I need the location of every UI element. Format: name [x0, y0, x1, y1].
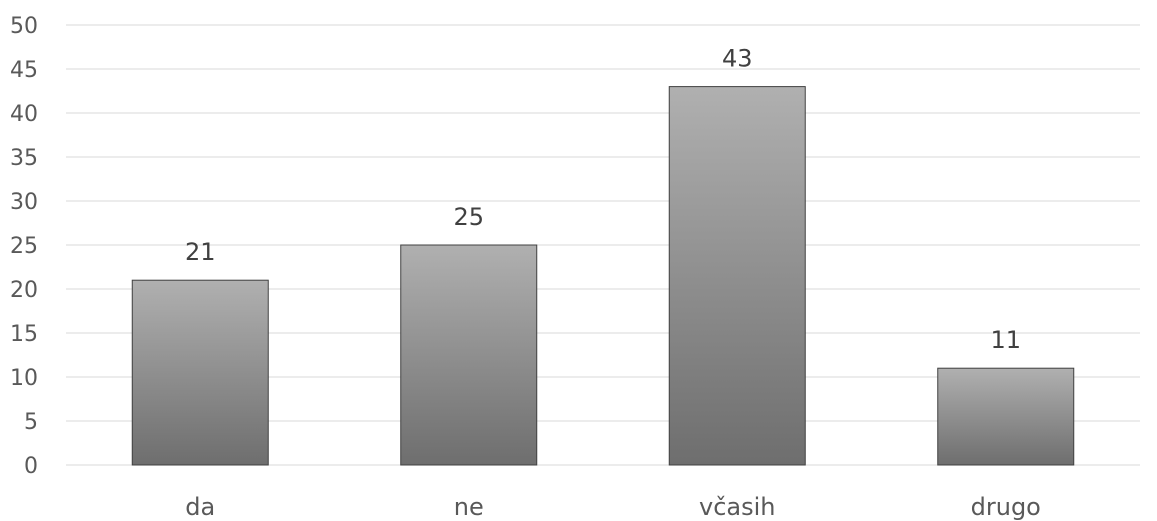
y-tick-label: 45 [10, 58, 38, 83]
category-label-da: da [185, 493, 215, 521]
data-labels: 21 25 43 11 [185, 45, 1021, 355]
y-tick-label: 0 [24, 454, 38, 479]
bar-ne [400, 244, 538, 466]
data-label-včasih: 43 [722, 45, 753, 73]
bars [131, 86, 1075, 466]
bar-da [131, 279, 269, 466]
y-tick-label: 15 [10, 322, 38, 347]
y-tick-label: 50 [10, 14, 38, 39]
y-tick-label: 25 [10, 234, 38, 259]
y-tick-label: 35 [10, 146, 38, 171]
data-label-da: 21 [185, 238, 216, 266]
data-label-drugo: 11 [990, 326, 1021, 354]
y-tick-label: 10 [10, 366, 38, 391]
y-tick-label: 5 [24, 410, 38, 435]
bar-včasih [668, 86, 806, 466]
x-axis-categories: da ne včasih drugo [185, 493, 1041, 521]
data-label-ne: 25 [453, 203, 484, 231]
bar-drugo [937, 367, 1075, 466]
category-label-ne: ne [454, 493, 484, 521]
category-label-drugo: drugo [971, 493, 1041, 521]
category-label-včasih: včasih [699, 493, 776, 521]
y-tick-label: 20 [10, 278, 38, 303]
y-tick-label: 40 [10, 102, 38, 127]
y-tick-label: 30 [10, 190, 38, 215]
y-axis-ticks: 0 5 10 15 20 25 30 35 40 45 50 [10, 14, 38, 479]
